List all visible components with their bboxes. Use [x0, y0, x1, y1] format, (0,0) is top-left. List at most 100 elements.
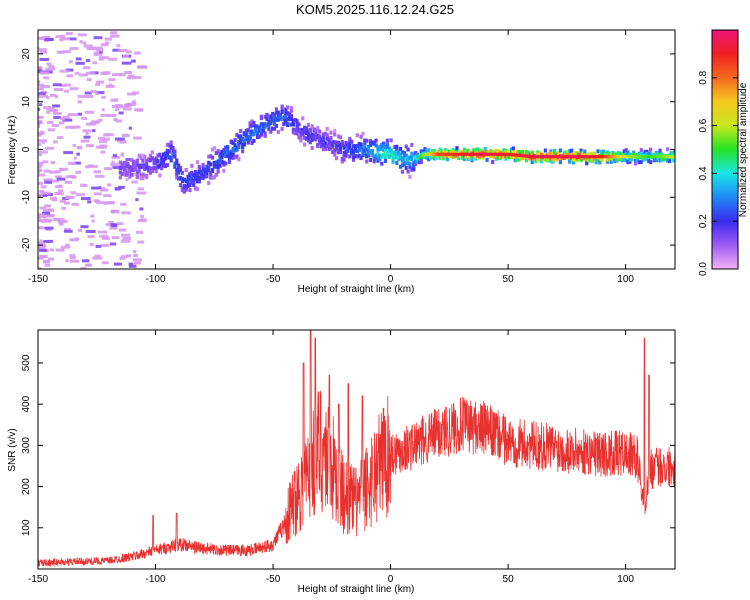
heatmap-ridge-cell	[393, 145, 397, 150]
heatmap-ridge-cell	[408, 162, 412, 167]
heatmap-ridge-cell	[190, 180, 194, 185]
heatmap-ridge-cell	[304, 126, 309, 131]
heatmap-ridge-cell	[171, 145, 175, 150]
heatmap-noise-cell	[63, 151, 74, 155]
heatmap-ridge-cell	[344, 153, 348, 158]
heatmap-core-cell	[522, 154, 525, 158]
heatmap-core-cell	[517, 153, 521, 157]
heatmap-ridge-cell	[436, 149, 440, 154]
heatmap-ridge-cell	[605, 150, 610, 155]
heatmap-ridge-cell	[274, 117, 279, 122]
heatmap-ridge-cell	[143, 173, 147, 178]
heatmap-noise-cell	[112, 153, 117, 157]
heatmap-ridge-cell	[421, 151, 425, 156]
heatmap-noise-cell	[42, 160, 49, 164]
heatmap-noise-cell	[81, 116, 88, 120]
heatmap-ridge-cell	[239, 138, 243, 143]
heatmap-ridge-cell	[545, 158, 549, 163]
heatmap-ridge-cell	[511, 154, 515, 159]
heatmap-ridge-cell	[639, 148, 643, 153]
heatmap-ridge-cell	[430, 154, 435, 159]
heatmap-noise-cell	[38, 94, 44, 98]
heatmap-ridge-cell	[543, 148, 547, 153]
heatmap-noise-cell	[92, 129, 96, 133]
heatmap-core-cell	[443, 152, 446, 156]
heatmap-ridge-cell	[639, 152, 643, 157]
heatmap-noise-cell	[77, 100, 82, 104]
heatmap-noise-cell	[83, 44, 93, 48]
heatmap-ridge-cell	[150, 156, 154, 161]
heatmap-ridge-cell	[197, 175, 201, 180]
heatmap-ridge-cell	[600, 157, 604, 162]
heatmap-ridge-cell	[250, 129, 254, 134]
heatmap-ridge-cell	[131, 168, 136, 173]
heatmap-noise-cell	[104, 41, 110, 45]
heatmap-noise-cell	[130, 102, 137, 106]
heatmap-core-cell	[499, 152, 502, 156]
heatmap-noise-cell	[126, 76, 135, 80]
heatmap-ridge-cell	[246, 128, 250, 133]
heatmap-noise-cell	[50, 161, 56, 165]
heatmap-ridge-cell	[286, 105, 290, 110]
heatmap-noise-cell	[75, 170, 82, 174]
heatmap-ridge-cell	[374, 155, 378, 160]
heatmap-ridge-cell	[154, 157, 158, 162]
heatmap-noise-cell	[42, 140, 46, 144]
heatmap-ridge-cell	[647, 157, 651, 162]
heatmap-ridge-cell	[146, 158, 151, 163]
heatmap-core-cell	[654, 155, 658, 159]
heatmap-core-cell	[492, 152, 495, 156]
heatmap-ridge-cell	[244, 130, 248, 135]
heatmap-ridge-cell	[263, 122, 267, 127]
heatmap-noise-cell	[109, 226, 118, 230]
heatmap-ridge-cell	[128, 169, 132, 174]
heatmap-noise-cell	[136, 191, 147, 195]
heatmap-ridge-cell	[209, 154, 213, 159]
heatmap-ridge-cell	[274, 110, 279, 115]
heatmap-ridge-cell	[169, 140, 173, 145]
heatmap-ridge-cell	[301, 132, 305, 137]
heatmap-ridge-cell	[118, 166, 122, 171]
heatmap-ridge-cell	[139, 176, 143, 181]
colorbar-tick-label: 0.0	[698, 262, 709, 276]
heatmap-ridge-cell	[239, 140, 243, 145]
heatmap-ridge-cell	[359, 142, 363, 147]
heatmap-ridge-cell	[167, 142, 171, 147]
heatmap-ridge-cell	[280, 126, 284, 131]
heatmap-ridge-cell	[380, 146, 384, 151]
heatmap-ridge-cell	[387, 149, 391, 154]
heatmap-ridge-cell	[218, 163, 222, 168]
heatmap-noise-cell	[70, 37, 77, 41]
heatmap-ridge-cell	[398, 146, 403, 151]
snr-y-label: SNR (v/v)	[7, 428, 18, 471]
heatmap-ridge-cell	[342, 150, 346, 155]
heatmap-core-cell	[643, 155, 646, 159]
heatmap-ridge-cell	[622, 149, 626, 154]
heatmap-ridge-cell	[310, 137, 314, 142]
heatmap-noise-cell	[122, 107, 132, 111]
heatmap-noise-cell	[111, 73, 122, 77]
heatmap-core-cell	[609, 155, 612, 159]
heatmap-ridge-cell	[333, 128, 337, 133]
heatmap-ridge-cell	[327, 146, 331, 151]
heatmap-ridge-cell	[222, 160, 226, 165]
heatmap-ridge-cell	[397, 155, 401, 160]
heatmap-ridge-cell	[671, 158, 675, 163]
heatmap-noise-cell	[70, 191, 77, 195]
heatmap-ridge-cell	[218, 152, 222, 157]
heatmap-ridge-cell	[325, 136, 329, 141]
heatmap-ridge-cell	[395, 146, 399, 151]
heatmap-ridge-cell	[658, 151, 662, 156]
heatmap-noise-cell	[39, 50, 47, 54]
heatmap-ridge-cell	[673, 150, 675, 155]
heatmap-noise-cell	[132, 100, 136, 104]
heatmap-core-cell	[454, 152, 457, 156]
heatmap-ridge-cell	[293, 130, 297, 135]
heatmap-ridge-cell	[365, 138, 369, 143]
heatmap-ridge-cell	[410, 151, 414, 156]
heatmap-noise-cell	[115, 137, 125, 141]
heatmap-ridge-cell	[588, 158, 593, 163]
heatmap-noise-cell	[100, 243, 110, 247]
heatmap-ridge-cell	[536, 151, 540, 156]
heatmap-ridge-cell	[637, 151, 641, 156]
